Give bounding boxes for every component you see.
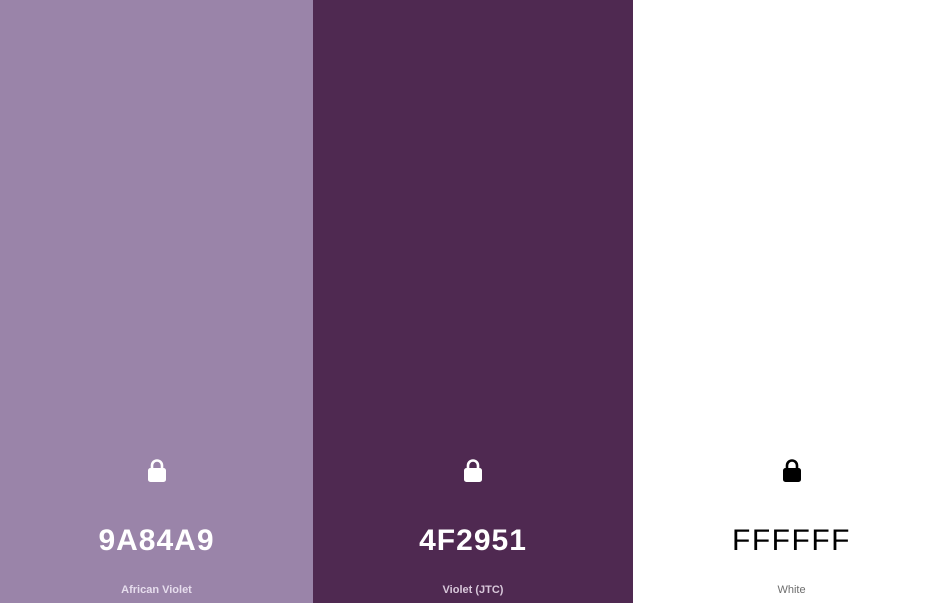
color-name: Violet (JTC) <box>442 584 504 596</box>
swatch-white[interactable]: FFFFFF White <box>633 0 950 603</box>
hex-code[interactable]: 9A84A9 <box>98 524 215 557</box>
hex-code[interactable]: 4F2951 <box>419 524 527 557</box>
color-name: African Violet <box>121 584 192 596</box>
lock-icon[interactable] <box>462 458 484 483</box>
lock-icon[interactable] <box>781 458 803 483</box>
hex-code[interactable]: FFFFFF <box>732 524 851 557</box>
swatch-violet-jtc[interactable]: 4F2951 Violet (JTC) <box>313 0 633 603</box>
swatch-african-violet[interactable]: 9A84A9 African Violet <box>0 0 313 603</box>
color-name: White <box>777 584 806 596</box>
lock-icon[interactable] <box>146 458 168 483</box>
